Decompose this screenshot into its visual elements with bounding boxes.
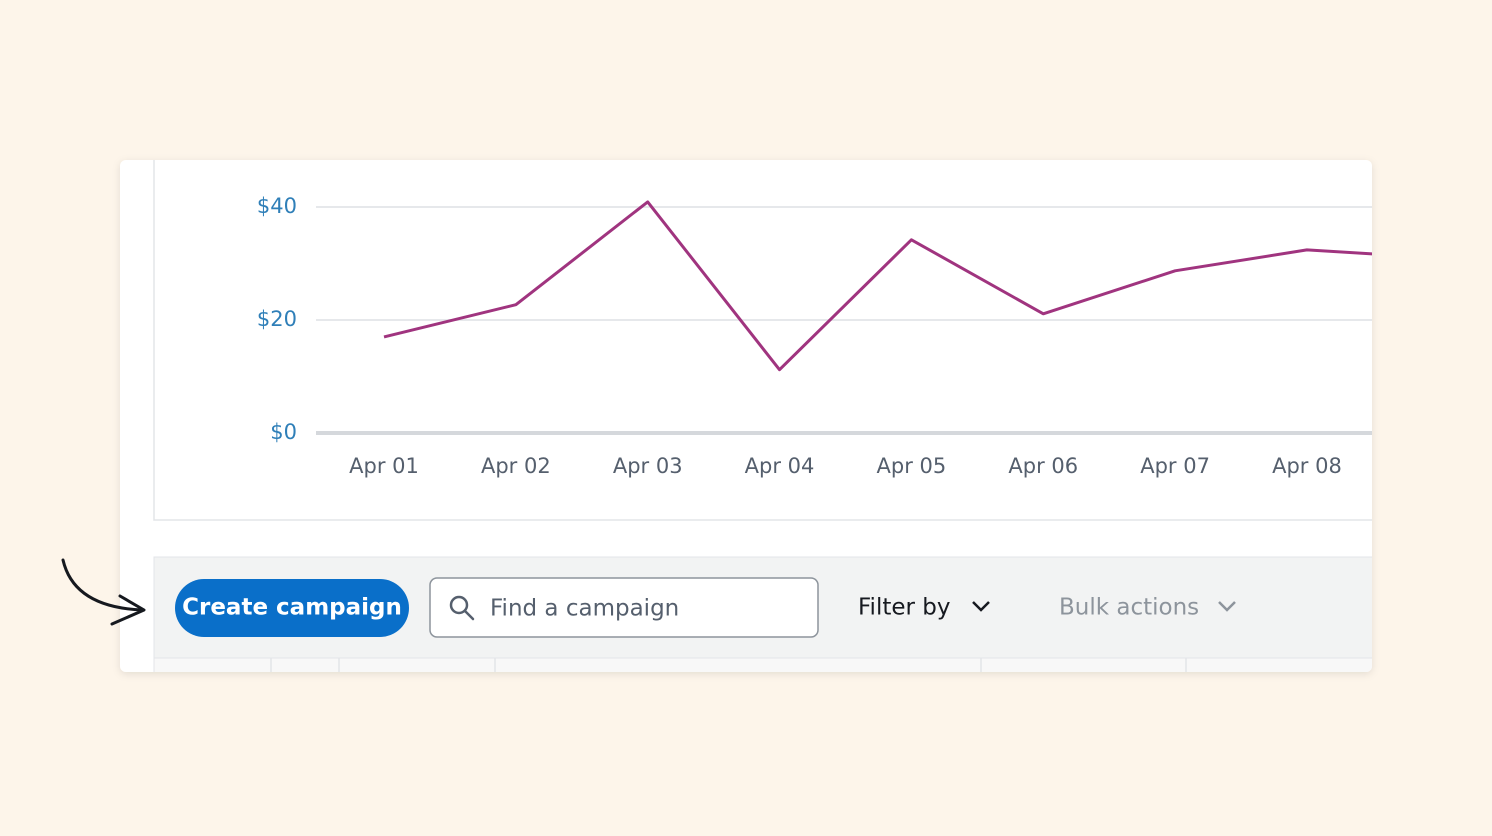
chevron	[972, 601, 990, 612]
table-header	[153, 657, 1372, 672]
chevron	[1218, 601, 1236, 612]
x-tick-label: Apr 07	[1140, 454, 1210, 478]
card	[120, 160, 1372, 672]
pointer-arrowhead	[110, 594, 146, 626]
y-tick-label: $20	[257, 307, 297, 331]
chart-panel-border	[153, 160, 1372, 521]
filter-dropdown[interactable]: Filter by	[858, 595, 950, 621]
pointer-arrow	[61, 558, 144, 612]
x-tick-label: Apr 02	[481, 454, 551, 478]
card-content: $0 $20 $40 Apr 01 Apr 02 Apr 03 Apr 04 Apr 05 Ap…	[153, 160, 1372, 672]
bulk-actions-dropdown[interactable]: Bulk actions	[1059, 595, 1199, 621]
column-dividers	[270, 658, 1187, 672]
chart: $0 $20 $40 Apr 01 Apr 02 Apr 03 Apr 04 Apr 05 Ap…	[257, 194, 1372, 478]
create-campaign-button[interactable]	[175, 579, 409, 637]
x-tick-label: Apr 08	[1272, 454, 1342, 478]
y-tick-label: $40	[257, 194, 297, 218]
x-tick-label: Apr 01	[349, 454, 419, 478]
search-icon	[449, 595, 469, 615]
x-tick-label: Apr 06	[1008, 454, 1078, 478]
y-tick-label: $0	[270, 420, 297, 444]
search-placeholder: Find a campaign	[490, 596, 679, 622]
line-series	[383, 200, 1372, 372]
x-tick-label: Apr 03	[613, 454, 683, 478]
search-icon	[463, 609, 475, 621]
search-input[interactable]	[429, 577, 819, 638]
x-tick-label: Apr 05	[877, 454, 947, 478]
button-label: Create campaign	[182, 595, 402, 621]
x-tick-label: Apr 04	[745, 454, 815, 478]
